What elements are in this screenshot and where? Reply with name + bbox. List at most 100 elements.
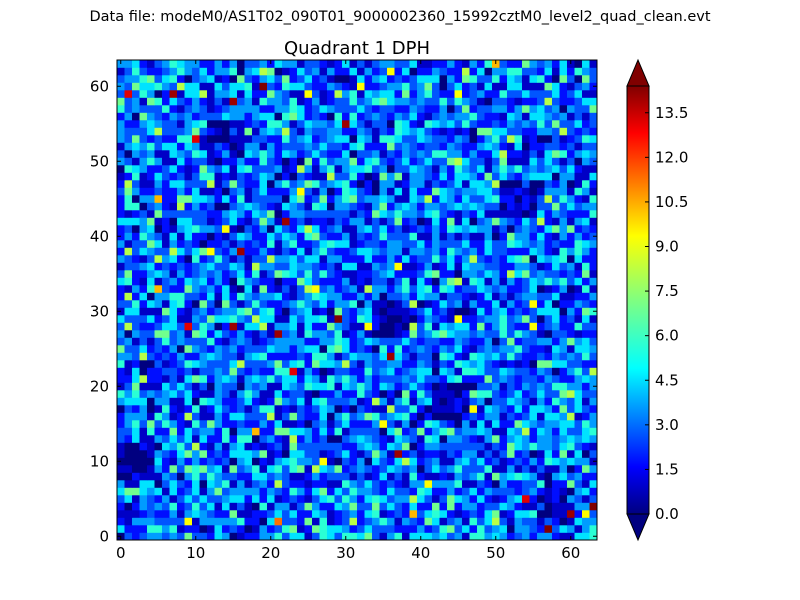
heatmap-cell (252, 105, 260, 113)
heatmap-cell (507, 532, 515, 541)
heatmap-cell (162, 427, 170, 436)
heatmap-cell (169, 247, 178, 256)
heatmap-cell (334, 532, 343, 541)
heatmap-cell (169, 307, 178, 316)
heatmap-cell (469, 457, 478, 466)
heatmap-cell (139, 127, 148, 136)
heatmap-cell (387, 382, 395, 391)
heatmap-cell (574, 472, 583, 481)
heatmap-cell (409, 360, 418, 368)
heatmap-cell (537, 127, 545, 136)
heatmap-cell (424, 172, 433, 181)
heatmap-cell (342, 435, 350, 443)
heatmap-cell (454, 210, 463, 218)
heatmap-cell (132, 525, 140, 533)
heatmap-cell (267, 472, 275, 481)
heatmap-cell (342, 502, 350, 511)
heatmap-cell (154, 292, 163, 301)
heatmap-cell (184, 322, 193, 331)
heatmap-cell (559, 360, 568, 368)
heatmap-cell (484, 277, 493, 286)
heatmap-cell (424, 345, 433, 353)
heatmap-cell (207, 240, 215, 248)
heatmap-cell (289, 502, 298, 511)
heatmap-cell (544, 150, 553, 158)
heatmap-cell (424, 382, 433, 391)
heatmap-cell (304, 442, 313, 451)
heatmap-cell (529, 172, 538, 181)
heatmap-cell (327, 127, 335, 136)
heatmap-cell (327, 510, 335, 518)
heatmap-cell (499, 217, 508, 226)
heatmap-cell (289, 345, 298, 353)
heatmap-cell (342, 195, 350, 203)
heatmap-cell (139, 180, 148, 188)
heatmap-cell (589, 142, 598, 151)
heatmap-cell (379, 450, 388, 458)
heatmap-cell (387, 480, 395, 488)
heatmap-cell (484, 202, 493, 211)
heatmap-cell (409, 97, 418, 106)
heatmap-cell (304, 135, 313, 143)
heatmap-cell (522, 180, 530, 188)
heatmap-cell (537, 435, 545, 443)
heatmap-cell (589, 165, 598, 173)
heatmap-cell (439, 517, 448, 526)
heatmap-cell (312, 202, 320, 211)
heatmap-cell (454, 352, 463, 361)
colorbar-extend-min (626, 513, 650, 542)
heatmap-cell (439, 82, 448, 91)
heatmap-cell (237, 337, 245, 346)
heatmap-cell (552, 435, 560, 443)
heatmap-cell (214, 187, 223, 196)
heatmap-cell (477, 397, 485, 406)
heatmap-cell (364, 262, 373, 271)
heatmap-cell (544, 337, 553, 346)
heatmap-cell (327, 240, 335, 248)
heatmap-cell (507, 142, 515, 151)
heatmap-cell (342, 345, 350, 353)
heatmap-cell (529, 120, 538, 128)
heatmap-cell (132, 217, 140, 226)
heatmap-cell (477, 487, 485, 496)
heatmap-cell (567, 285, 575, 293)
heatmap-cell (289, 195, 298, 203)
heatmap-cell (447, 172, 455, 181)
heatmap-cell (522, 442, 530, 451)
heatmap-cell (514, 150, 523, 158)
heatmap-cell (417, 97, 425, 106)
heatmap-cell (387, 427, 395, 436)
heatmap-cell (214, 517, 223, 526)
heatmap-cell (229, 397, 238, 406)
heatmap-cell (522, 300, 530, 308)
heatmap-cell (589, 90, 598, 98)
heatmap-cell (544, 487, 553, 496)
heatmap-cell (192, 75, 200, 83)
heatmap-cell (514, 247, 523, 256)
heatmap-cell (334, 60, 343, 68)
heatmap-cell (469, 135, 478, 143)
heatmap-cell (552, 390, 560, 398)
heatmap-cell (492, 525, 500, 533)
heatmap-cell (259, 217, 268, 226)
heatmap-cell (162, 232, 170, 241)
heatmap-cell (199, 390, 208, 398)
heatmap-cell (334, 292, 343, 301)
heatmap-cell (229, 517, 238, 526)
heatmap-cell (124, 210, 133, 218)
heatmap-cell (162, 510, 170, 518)
heatmap-cell (192, 510, 200, 518)
heatmap-cell (147, 202, 155, 211)
heatmap-cell (147, 397, 155, 406)
heatmap-cell (252, 195, 260, 203)
heatmap-cell (124, 292, 133, 301)
heatmap-cell (244, 67, 253, 76)
heatmap-cell (177, 487, 185, 496)
heatmap-cell (589, 330, 598, 338)
heatmap-cell (394, 450, 403, 458)
heatmap-cell (484, 67, 493, 76)
heatmap-cell (529, 427, 538, 436)
heatmap-cell (559, 315, 568, 323)
heatmap-cell (447, 420, 455, 428)
